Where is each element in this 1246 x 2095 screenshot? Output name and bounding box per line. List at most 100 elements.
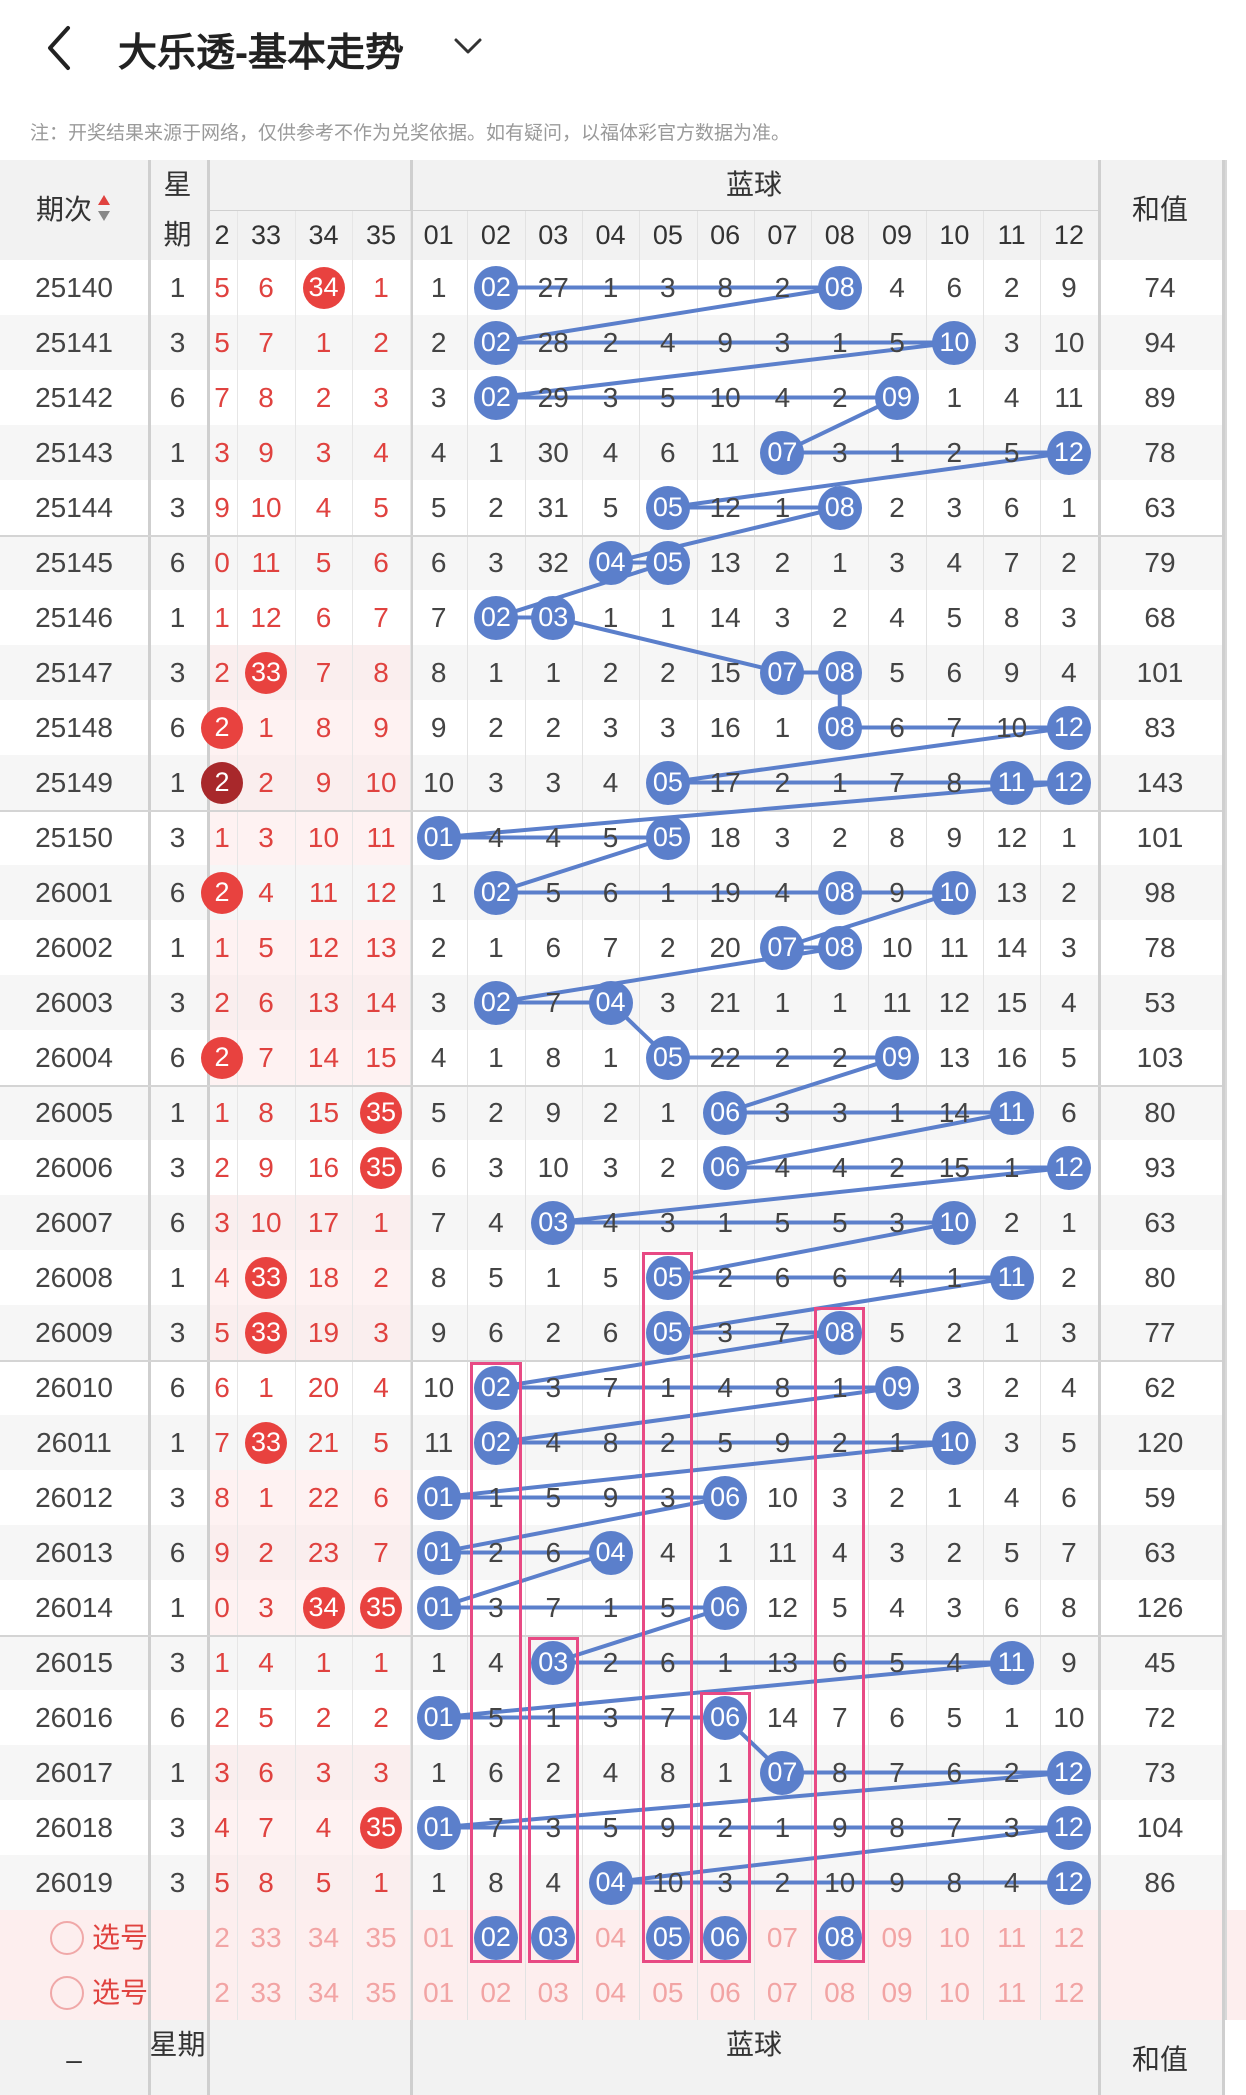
grid-line bbox=[237, 210, 238, 2020]
select-blue-number[interactable]: 01 bbox=[423, 1976, 455, 2008]
select-blue-ball-selected[interactable]: 08 bbox=[817, 1915, 862, 1960]
blue-miss-cell: 3 bbox=[831, 1096, 848, 1128]
select-blue-number[interactable]: 12 bbox=[1053, 1976, 1085, 2008]
select-blue-ball-selected[interactable]: 06 bbox=[703, 1915, 748, 1960]
sum-cell: 53 bbox=[1144, 986, 1176, 1018]
select-blue-number[interactable]: 11 bbox=[997, 1921, 1027, 1953]
footer-week-header: 星期 bbox=[149, 2029, 206, 2060]
sum-cell: 72 bbox=[1144, 1701, 1176, 1733]
blue-miss-cell: 5 bbox=[889, 1646, 905, 1678]
select-blue-number[interactable]: 04 bbox=[594, 1921, 627, 1953]
select-red-number[interactable]: 34 bbox=[307, 1921, 340, 1953]
select-red-number[interactable]: 35 bbox=[365, 1921, 397, 1953]
red-miss-cell: 5 bbox=[214, 271, 230, 303]
select-blue-ball-selected[interactable]: 02 bbox=[473, 1915, 518, 1960]
select-blue-number[interactable]: 09 bbox=[881, 1921, 913, 1953]
select-blue-number[interactable]: 10 bbox=[938, 1976, 970, 2008]
blue-miss-cell: 2 bbox=[717, 1261, 733, 1293]
select-label[interactable]: 选号 bbox=[92, 1976, 149, 2008]
grid-line bbox=[207, 160, 210, 2095]
select-blue-number[interactable]: 12 bbox=[1053, 1921, 1085, 1953]
week-cell: 3 bbox=[169, 1481, 186, 1513]
blue-miss-cell: 5 bbox=[889, 1316, 905, 1348]
blue-ball-hit: 03 bbox=[531, 1200, 576, 1245]
sum-cell: 104 bbox=[1136, 1811, 1184, 1843]
period-column-header[interactable]: 期次 bbox=[36, 160, 126, 260]
select-blue-number[interactable]: 11 bbox=[997, 1976, 1027, 2008]
blue-miss-cell: 2 bbox=[831, 601, 848, 633]
sum-cell: 93 bbox=[1144, 1151, 1176, 1183]
title-dropdown-button[interactable] bbox=[448, 28, 488, 68]
blue-miss-cell: 3 bbox=[660, 711, 676, 743]
select-red-number[interactable]: 35 bbox=[365, 1976, 397, 2008]
sum-cell: 77 bbox=[1144, 1316, 1176, 1348]
select-blue-number[interactable]: 03 bbox=[537, 1976, 569, 2008]
select-blue-number[interactable]: 04 bbox=[594, 1976, 627, 2008]
select-blue-number[interactable]: 05 bbox=[652, 1976, 684, 2008]
blue-miss-cell: 3 bbox=[545, 766, 562, 798]
blue-miss-cell: 8 bbox=[946, 766, 963, 798]
select-blue-number[interactable]: 06 bbox=[709, 1976, 741, 2008]
blue-miss-cell: 4 bbox=[602, 1206, 619, 1238]
blue-miss-cell: 8 bbox=[946, 1866, 963, 1898]
blue-ball-hit: 06 bbox=[703, 1090, 748, 1135]
select-blue-number[interactable]: 07 bbox=[766, 1976, 799, 2008]
sum-cell: 143 bbox=[1136, 766, 1184, 798]
red-miss-cell: 1 bbox=[258, 1481, 274, 1513]
select-radio[interactable] bbox=[50, 1920, 84, 1955]
select-red-number[interactable]: 2 bbox=[214, 1921, 230, 1953]
select-label[interactable]: 选号 bbox=[92, 1921, 149, 1953]
red-miss-cell: 9 bbox=[258, 1151, 274, 1183]
select-blue-number[interactable]: 09 bbox=[881, 1976, 913, 2008]
blue-miss-cell: 12 bbox=[996, 821, 1028, 853]
blue-miss-cell: 5 bbox=[488, 1701, 504, 1733]
blue-ball-hit: 01 bbox=[416, 1695, 461, 1740]
blue-miss-cell: 11 bbox=[710, 436, 740, 468]
red-miss-cell: 4 bbox=[373, 1371, 389, 1403]
select-red-number[interactable]: 33 bbox=[250, 1976, 282, 2008]
period-cell: 26008 bbox=[35, 1261, 113, 1293]
select-red-number[interactable]: 33 bbox=[250, 1921, 282, 1953]
select-blue-number[interactable]: 01 bbox=[423, 1921, 455, 1953]
sum-cell: 78 bbox=[1144, 436, 1176, 468]
select-red-number[interactable]: 34 bbox=[307, 1976, 340, 2008]
red-miss-cell: 1 bbox=[214, 821, 230, 853]
blue-ball-hit: 02 bbox=[473, 375, 518, 420]
blue-miss-cell: 4 bbox=[602, 1756, 619, 1788]
blue-miss-cell: 1 bbox=[889, 436, 905, 468]
select-blue-ball-selected[interactable]: 03 bbox=[531, 1915, 576, 1960]
blue-ball-hit: 10 bbox=[932, 1420, 977, 1465]
week-cell: 6 bbox=[169, 876, 186, 908]
period-cell: 25140 bbox=[35, 271, 113, 303]
blue-miss-cell: 2 bbox=[831, 381, 848, 413]
trend-line-segment bbox=[438, 1440, 955, 1500]
blue-miss-cell: 6 bbox=[1003, 491, 1020, 523]
select-blue-ball-selected[interactable]: 05 bbox=[645, 1915, 690, 1960]
blue-ball-hit: 11 bbox=[989, 1255, 1034, 1300]
blue-miss-cell: 6 bbox=[831, 1261, 848, 1293]
blue-ball-hit: 02 bbox=[473, 1365, 518, 1410]
blue-number-header: 04 bbox=[595, 219, 626, 250]
period-cell: 25144 bbox=[35, 491, 113, 523]
blue-miss-cell: 2 bbox=[1061, 546, 1077, 578]
select-radio[interactable] bbox=[50, 1975, 84, 2010]
blue-miss-cell: 8 bbox=[1061, 1591, 1077, 1623]
sum-cell: 83 bbox=[1144, 711, 1176, 743]
blue-ball-hit: 09 bbox=[875, 1365, 920, 1410]
blue-miss-cell: 3 bbox=[602, 1151, 619, 1183]
select-blue-number[interactable]: 10 bbox=[938, 1921, 970, 1953]
red-miss-cell: 19 bbox=[307, 1316, 340, 1348]
blue-miss-cell: 2 bbox=[430, 326, 447, 358]
select-blue-number[interactable]: 07 bbox=[766, 1921, 799, 1953]
red-miss-cell: 14 bbox=[307, 1041, 340, 1073]
back-button[interactable] bbox=[40, 22, 80, 74]
period-cell: 26011 bbox=[36, 1426, 112, 1458]
select-blue-number[interactable]: 08 bbox=[824, 1976, 856, 2008]
week-cell: 1 bbox=[169, 931, 186, 963]
select-blue-number[interactable]: 02 bbox=[480, 1976, 512, 2008]
red-miss-cell: 11 bbox=[308, 876, 339, 908]
period-cell: 26018 bbox=[35, 1811, 113, 1843]
select-red-number[interactable]: 2 bbox=[214, 1976, 230, 2008]
red-miss-cell: 4 bbox=[258, 1646, 274, 1678]
red-ball-hit: 35 bbox=[360, 1091, 402, 1134]
